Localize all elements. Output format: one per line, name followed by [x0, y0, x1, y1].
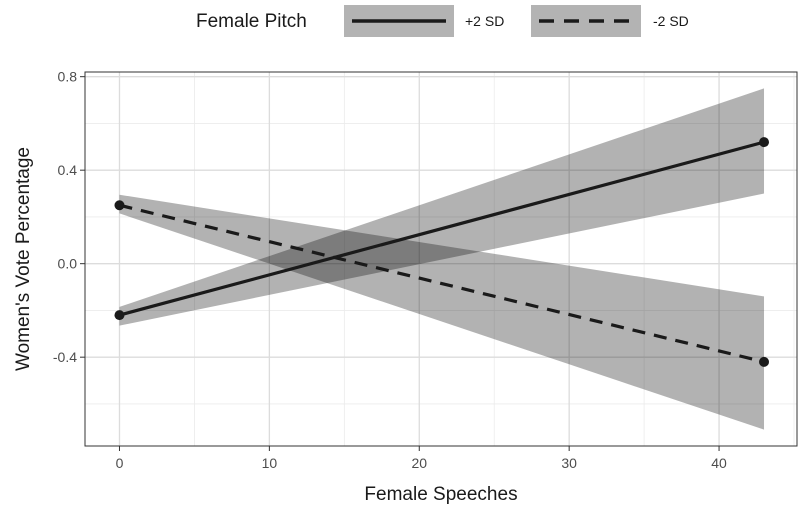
legend-title: Female Pitch: [196, 11, 307, 32]
y-tick-label: 0.8: [58, 69, 78, 85]
x-tick-label: 20: [411, 455, 427, 471]
data-point-1-2: [759, 137, 770, 148]
y-tick-label: -0.4: [53, 349, 77, 365]
series-points: [114, 137, 770, 367]
y-axis: -0.4 0.0 0.4 0.8: [53, 69, 85, 365]
x-axis-title: Female Speeches: [364, 484, 517, 505]
confidence-band-1: [119, 88, 765, 326]
confidence-band-2: [119, 194, 765, 430]
x-tick-label: 0: [116, 455, 124, 471]
data-point-1-1: [114, 310, 125, 321]
legend-label-1: +2 SD: [465, 13, 504, 29]
grid-major: [85, 72, 797, 446]
confidence-ribbons: [119, 88, 765, 430]
plot-panel: [85, 72, 797, 446]
series-lines: [119, 140, 765, 364]
x-tick-label: 30: [561, 455, 577, 471]
x-axis: 0 10 20 30 40: [116, 446, 727, 471]
data-point-2-2: [759, 356, 770, 367]
grid-minor: [85, 72, 797, 446]
series-line-2: [119, 203, 765, 364]
y-tick-label: 0.0: [58, 256, 78, 272]
y-axis-title: Women's Vote Percentage: [13, 147, 34, 371]
plot-panel-border: [84, 71, 798, 447]
y-tick-label: 0.4: [58, 162, 78, 178]
x-tick-label: 10: [262, 455, 278, 471]
legend: Female Pitch +2 SD -2 SD: [196, 5, 689, 37]
x-tick-label: 40: [711, 455, 727, 471]
legend-label-2: -2 SD: [653, 13, 689, 29]
series-line-1: [119, 140, 765, 317]
data-point-2-1: [114, 200, 125, 211]
